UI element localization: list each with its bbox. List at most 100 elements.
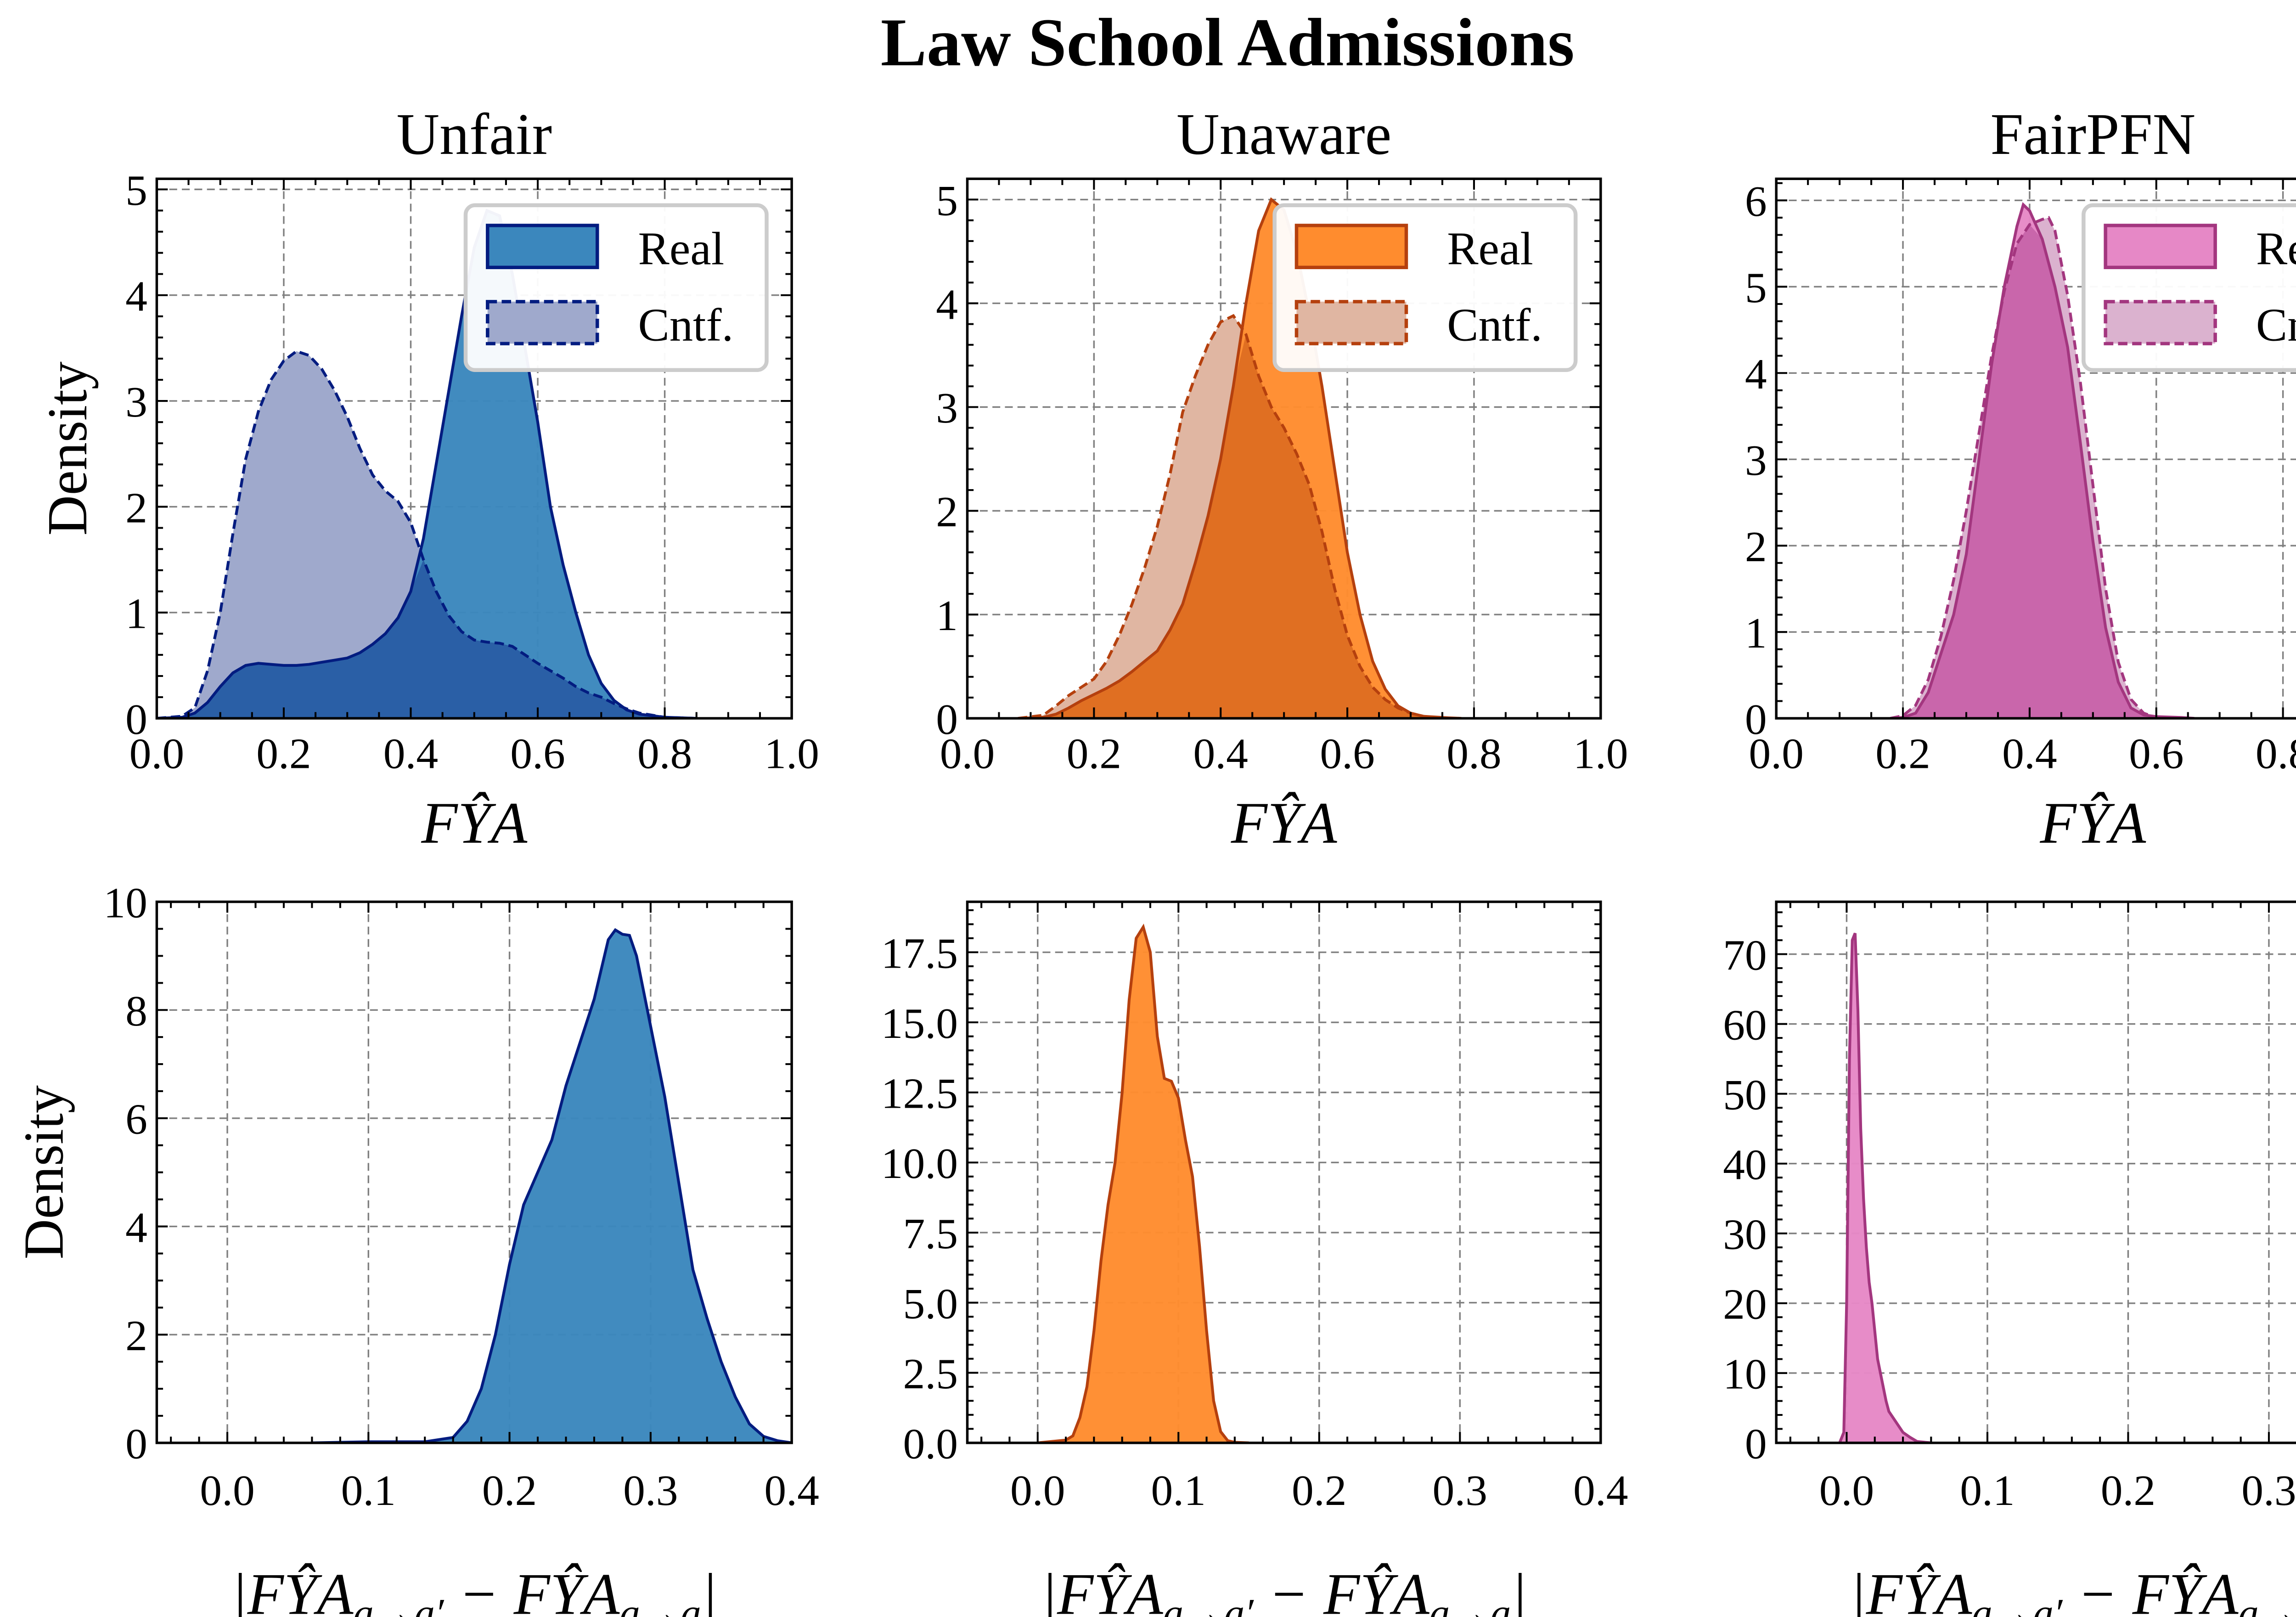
legend-label-real: Real xyxy=(2256,223,2296,275)
y-tick-label: 20 xyxy=(1723,1280,1767,1329)
plot-area xyxy=(1890,202,2195,719)
y-tick-label: 0 xyxy=(1745,1420,1767,1468)
density-line-real xyxy=(1838,932,1931,1443)
density-area-cntf xyxy=(157,351,697,719)
legend-label-cntf: Cntf. xyxy=(1447,299,1542,351)
x-tick-label: 1.0 xyxy=(764,729,819,778)
y-tick-label: 4 xyxy=(125,272,147,321)
y-tick-label: 2 xyxy=(125,484,147,532)
y-tick-label: 15.0 xyxy=(881,999,958,1048)
y-tick-label: 60 xyxy=(1723,1001,1767,1049)
y-tick-label: 2.5 xyxy=(903,1349,958,1398)
figure-title: Law School Admissions xyxy=(881,5,1575,80)
panel-bottom-unaware: 0.0 0.1 0.2 0.3 0.4 0.0 2.5 5.0 7.5 10.0 12.5 15.0 1… xyxy=(881,900,1628,1617)
x-tick-label: 0.2 xyxy=(1067,729,1121,778)
y-tick-label: 1 xyxy=(1745,608,1767,657)
legend: Real Cntf. xyxy=(2082,203,2296,372)
x-tick-label: 0.4 xyxy=(1573,1466,1628,1515)
density-line-real xyxy=(1037,924,1249,1443)
panel-title: Unfair xyxy=(396,101,552,167)
y-tick-label: 12.5 xyxy=(881,1069,958,1118)
plot-area xyxy=(157,208,697,719)
y-tick-label: 30 xyxy=(1723,1210,1767,1259)
y-tick-label: 4 xyxy=(936,280,958,329)
x-tick-label: 0.4 xyxy=(1193,729,1248,778)
x-tick-label: 0.8 xyxy=(1446,729,1501,778)
density-area-real xyxy=(312,930,792,1443)
legend-swatch-real xyxy=(1294,224,1408,270)
density-line-real xyxy=(312,928,792,1443)
legend-label-cntf: Cntf. xyxy=(2256,299,2296,351)
legend-label-real: Real xyxy=(638,223,725,275)
x-tick-label: 0.0 xyxy=(200,1466,254,1515)
x-tick-label: 0.6 xyxy=(2129,729,2183,778)
plot-area xyxy=(1838,932,1931,1443)
legend-swatch-real xyxy=(2104,224,2217,270)
y-axis-label: Density xyxy=(13,1085,75,1259)
x-tick-label: 0.2 xyxy=(1875,729,1930,778)
x-tick-label: 0.0 xyxy=(1819,1466,1874,1515)
x-axis-label: |FŶAa→a′ − FŶAa→a| xyxy=(231,1561,717,1617)
density-line-real xyxy=(1890,202,2195,719)
y-tick-label: 1 xyxy=(125,589,147,638)
y-tick-label: 0 xyxy=(125,695,147,744)
x-tick-label: 0.4 xyxy=(2002,729,2057,778)
density-area-real xyxy=(1037,927,1249,1443)
y-tick-label: 40 xyxy=(1723,1140,1767,1189)
panel-title: FairPFN xyxy=(1990,101,2195,167)
y-tick-label: 8 xyxy=(125,986,147,1035)
y-tick-label: 50 xyxy=(1723,1070,1767,1119)
y-tick-label: 4 xyxy=(125,1203,147,1252)
density-area-real xyxy=(157,210,697,719)
density-overlap xyxy=(1018,334,1462,719)
x-tick-label: 0.8 xyxy=(2256,729,2296,778)
panel-title: Unaware xyxy=(1176,101,1391,167)
panel-top-fairpfn: 0.00.20.40.60.81.00123456FairPFNFŶARealC… xyxy=(1745,101,2296,856)
density-area-real xyxy=(1840,933,1931,1443)
x-tick-label: 0.2 xyxy=(2101,1466,2155,1515)
x-tick-label: 0.1 xyxy=(1960,1466,2015,1515)
panel-top-unaware: 0.0 0.2 0.4 0.6 0.8 1.0 0 1 2 3 4 5 Unaware FŶA Real Cn… xyxy=(936,101,1628,856)
x-tick-label: 0.2 xyxy=(256,729,311,778)
y-tick-label: 5 xyxy=(936,176,958,225)
legend-swatch-cntf xyxy=(1294,300,1408,345)
y-tick-label: 0.0 xyxy=(903,1420,958,1468)
legend: Real Cntf. xyxy=(1272,203,1578,372)
x-axis-label: FŶA xyxy=(421,790,528,855)
density-overlap xyxy=(1890,224,2195,719)
x-tick-label: 0.4 xyxy=(764,1466,819,1515)
x-tick-label: 0.1 xyxy=(341,1466,396,1515)
y-tick-label: 10 xyxy=(1723,1350,1767,1398)
y-tick-label: 0 xyxy=(936,695,958,744)
legend: Real Cntf. xyxy=(463,203,769,372)
y-tick-label: 3 xyxy=(936,384,958,433)
y-tick-label: 3 xyxy=(125,377,147,426)
x-tick-label: 0.0 xyxy=(1749,729,1803,778)
x-tick-label: 0.2 xyxy=(1292,1466,1346,1515)
y-tick-label: 17.5 xyxy=(881,929,958,978)
x-tick-label: 0.6 xyxy=(1320,729,1374,778)
y-tick-label: 2 xyxy=(936,488,958,536)
legend-label-cntf: Cntf. xyxy=(638,299,734,351)
y-tick-label: 0 xyxy=(125,1420,147,1468)
x-axis-label: |FŶAa→a′ − FŶAa→a| xyxy=(1041,1561,1527,1617)
density-line-real xyxy=(1018,197,1462,719)
y-tick-label: 0 xyxy=(1745,695,1767,744)
legend-swatch-real xyxy=(486,224,599,270)
x-tick-label: 0.3 xyxy=(2241,1466,2296,1515)
y-tick-label: 6 xyxy=(1745,177,1767,226)
legend-label-real: Real xyxy=(1447,223,1533,275)
x-tick-label: 1.0 xyxy=(1573,729,1628,778)
y-axis-label: Density xyxy=(36,361,99,535)
plot-area xyxy=(1018,197,1462,719)
x-tick-label: 0.3 xyxy=(623,1466,678,1515)
density-line-cntf xyxy=(157,349,697,719)
x-tick-label: 0.0 xyxy=(940,729,995,778)
axes-frame xyxy=(966,900,1602,1444)
x-axis-label: |FŶAa→a′ − FŶAa→a| xyxy=(1850,1561,2296,1617)
plot-area xyxy=(312,928,792,1443)
x-tick-label: 0.8 xyxy=(637,729,692,778)
x-tick-label: 0.3 xyxy=(1433,1466,1487,1515)
density-line-real xyxy=(157,208,697,719)
